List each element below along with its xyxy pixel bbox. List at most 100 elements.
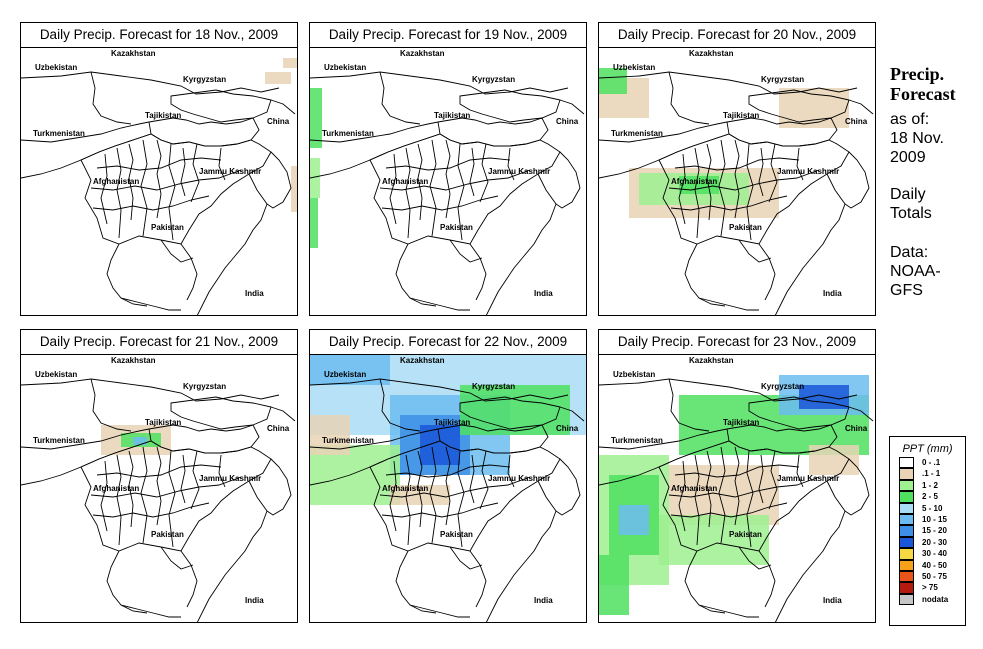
label-tajikistan: Tajikistan	[723, 111, 759, 120]
panel-map: Kazakhstan Uzbekistan Kyrgyzstan Tajikis…	[599, 356, 874, 622]
label-kyrgyzstan: Kyrgyzstan	[761, 75, 804, 84]
legend-label: 2 - 5	[922, 492, 939, 502]
legend-swatch	[899, 491, 914, 503]
precip-overlay	[101, 425, 171, 455]
sidebar-data-line2: NOAA-	[890, 263, 941, 280]
label-turkmenistan: Turkmenistan	[33, 129, 85, 138]
label-india: India	[245, 596, 264, 605]
legend-item: 20 - 30	[890, 536, 965, 549]
legend-item: 0 - .1	[890, 457, 965, 469]
forecast-panel-nov-19: Daily Precip. Forecast for 19 Nov., 2009	[309, 22, 587, 316]
precip-cell	[133, 437, 147, 445]
label-turkmenistan: Turkmenistan	[33, 436, 85, 445]
label-tajikistan: Tajikistan	[145, 418, 181, 427]
precip-cell	[599, 555, 629, 615]
label-tajikistan: Tajikistan	[723, 418, 759, 427]
panel-title: Daily Precip. Forecast for 20 Nov., 2009	[599, 23, 875, 48]
label-india: India	[823, 596, 842, 605]
label-kazakhstan: Kazakhstan	[689, 356, 734, 365]
sidebar-data-line1: Data:	[890, 244, 929, 261]
legend-swatch	[899, 559, 914, 571]
sidebar-title-line2: Forecast	[890, 84, 956, 104]
panel-map: Kazakhstan Uzbekistan Kyrgyzstan Tajikis…	[310, 49, 585, 315]
map-boundaries	[599, 71, 874, 315]
forecast-panel-nov-21: Daily Precip. Forecast for 21 Nov., 2009	[20, 329, 298, 623]
precip-cell	[310, 415, 350, 455]
forecast-panel-nov-18: Daily Precip. Forecast for 18 Nov., 2009	[20, 22, 298, 316]
panel-title: Daily Precip. Forecast for 19 Nov., 2009	[310, 23, 586, 48]
label-uzbekistan: Uzbekistan	[613, 63, 655, 72]
label-pakistan: Pakistan	[440, 530, 473, 539]
precip-overlay	[310, 88, 322, 248]
label-india: India	[245, 289, 264, 298]
map-boundaries	[599, 378, 874, 622]
label-china: China	[556, 424, 579, 433]
precip-cell	[659, 515, 769, 565]
precip-cell	[310, 88, 322, 148]
label-jammu-kashmir: Jammu Kashmir	[199, 167, 261, 176]
label-turkmenistan: Turkmenistan	[611, 436, 663, 445]
label-afghanistan: Afghanistan	[93, 177, 139, 186]
panel-map: Kazakhstan Uzbekistan Kyrgyzstan Tajikis…	[599, 49, 874, 315]
sidebar-asof-line2: 18 Nov.	[890, 130, 944, 147]
label-india: India	[823, 289, 842, 298]
legend-label: 20 - 30	[922, 537, 947, 547]
legend-label: 1 - 2	[922, 480, 939, 490]
label-kazakhstan: Kazakhstan	[400, 356, 445, 365]
legend-label: 5 - 10	[922, 503, 943, 513]
legend-item: 1 - 2	[890, 479, 965, 492]
sidebar-data-line3: GFS	[890, 282, 923, 299]
label-india: India	[534, 596, 553, 605]
label-pakistan: Pakistan	[151, 223, 184, 232]
legend-item: > 75	[890, 582, 965, 594]
legend-swatch	[899, 502, 914, 514]
label-india: India	[534, 289, 553, 298]
legend-swatch	[899, 593, 914, 606]
legend-swatch	[899, 536, 914, 549]
label-china: China	[267, 117, 290, 126]
legend-swatch	[899, 570, 914, 583]
legend-swatch	[899, 457, 914, 469]
label-uzbekistan: Uzbekistan	[613, 370, 655, 379]
label-kyrgyzstan: Kyrgyzstan	[183, 75, 226, 84]
precip-cell	[599, 68, 627, 94]
legend-swatch	[899, 479, 914, 492]
precip-overlay	[599, 68, 849, 218]
legend-label: 50 - 75	[922, 571, 947, 581]
legend-label: 10 - 15	[922, 514, 947, 524]
panel-title: Daily Precip. Forecast for 22 Nov., 2009	[310, 330, 586, 355]
label-turkmenistan: Turkmenistan	[322, 436, 374, 445]
label-kazakhstan: Kazakhstan	[111, 49, 156, 58]
precip-cell	[310, 355, 390, 385]
panel-title: Daily Precip. Forecast for 21 Nov., 2009	[21, 330, 297, 355]
label-china: China	[845, 117, 868, 126]
precip-cell	[310, 198, 318, 248]
precip-cell	[291, 166, 297, 212]
label-afghanistan: Afghanistan	[382, 177, 428, 186]
legend-item: .1 - 1	[890, 468, 965, 480]
legend-label: 0 - .1	[922, 458, 941, 467]
legend-item: 2 - 5	[890, 491, 965, 503]
legend-swatch	[899, 468, 914, 480]
map-boundaries	[310, 378, 585, 622]
legend-swatch	[899, 513, 914, 526]
sidebar-title-line1: Precip.	[890, 64, 945, 84]
label-afghanistan: Afghanistan	[382, 484, 428, 493]
label-uzbekistan: Uzbekistan	[324, 370, 366, 379]
label-kazakhstan: Kazakhstan	[111, 356, 156, 365]
legend-label: 30 - 40	[922, 549, 947, 559]
label-jammu-kashmir: Jammu Kashmir	[488, 474, 550, 483]
panel-title: Daily Precip. Forecast for 23 Nov., 2009	[599, 330, 875, 355]
map-boundaries	[310, 71, 585, 315]
label-china: China	[556, 117, 579, 126]
precip-overlay	[599, 375, 869, 615]
panel-map: Kazakhstan Uzbekistan Kyrgyzstan Tajikis…	[21, 356, 296, 622]
legend-swatch	[899, 548, 914, 560]
label-tajikistan: Tajikistan	[434, 111, 470, 120]
label-china: China	[267, 424, 290, 433]
precip-cell	[265, 72, 291, 84]
label-kyrgyzstan: Kyrgyzstan	[761, 382, 804, 391]
legend-title: PPT (mm)	[902, 443, 953, 455]
